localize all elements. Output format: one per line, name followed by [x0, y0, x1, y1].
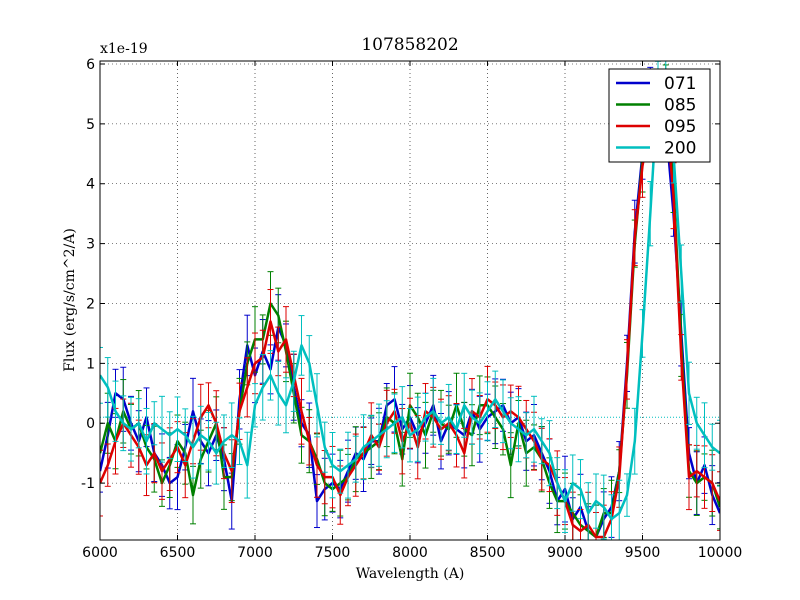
y-tick-label: 3 [86, 237, 95, 253]
axis-ticks: 6000 6500 7000 7500 8000 8500 9000 9500 10000 -1 0… [81, 57, 742, 561]
y-tick-label: 4 [86, 177, 95, 193]
x-tick-label: 8500 [470, 545, 506, 561]
y-axis-title: Flux (erg/s/cm^2/A) [62, 228, 78, 372]
series-200 [100, 61, 720, 540]
x-tick-label: 7500 [315, 545, 351, 561]
x-tick-label: 7000 [237, 545, 273, 561]
y-tick-label: 1 [86, 356, 95, 372]
x-tick-label: 6000 [82, 545, 118, 561]
legend-label-085: 085 [664, 96, 696, 116]
legend-label-095: 095 [664, 117, 696, 137]
series-layer [100, 61, 720, 540]
y-tick-label: 0 [86, 416, 95, 432]
x-tick-label: 9500 [625, 545, 661, 561]
legend-label-200: 200 [664, 139, 696, 159]
legend-label-071: 071 [664, 74, 696, 94]
x-axis-title: Wavelength (A) [356, 566, 465, 582]
x-tick-label: 10000 [698, 545, 743, 561]
x-tick-label: 9000 [547, 545, 583, 561]
y-offset-label: x1e-19 [100, 41, 148, 57]
chart-title: 107858202 [361, 35, 458, 55]
x-tick-label: 6500 [160, 545, 196, 561]
y-tick-label: 5 [86, 117, 95, 133]
series-line-200 [100, 68, 720, 521]
y-tick-label: -1 [81, 476, 95, 492]
y-tick-label: 6 [86, 57, 95, 73]
y-tick-label: 2 [86, 296, 95, 312]
x-tick-label: 8000 [392, 545, 428, 561]
